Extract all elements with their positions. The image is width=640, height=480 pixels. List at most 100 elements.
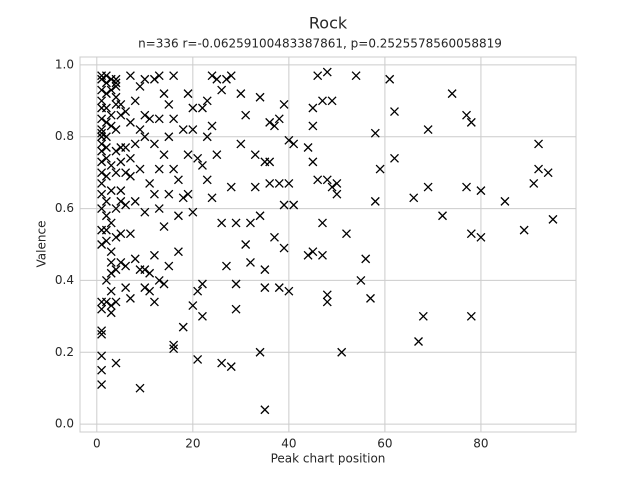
marker	[313, 71, 323, 81]
marker	[303, 250, 313, 260]
marker	[97, 139, 107, 149]
marker	[106, 85, 116, 95]
marker	[116, 157, 126, 167]
marker	[145, 286, 155, 296]
marker	[366, 293, 375, 303]
marker	[548, 214, 558, 224]
marker	[327, 182, 337, 192]
marker	[207, 121, 217, 131]
marker	[476, 186, 486, 196]
marker	[149, 189, 159, 199]
marker	[97, 168, 107, 178]
marker	[140, 74, 150, 84]
marker	[149, 139, 159, 149]
marker	[466, 311, 476, 321]
x-tick-label: 0	[93, 437, 101, 451]
marker	[193, 354, 203, 364]
marker	[101, 236, 111, 246]
marker	[106, 308, 116, 318]
y-tick-label: 0.2	[55, 345, 74, 359]
marker	[322, 175, 332, 185]
marker	[154, 204, 164, 214]
marker	[106, 286, 116, 296]
marker	[370, 196, 380, 206]
marker	[97, 365, 107, 375]
marker	[154, 164, 164, 174]
marker	[183, 189, 193, 199]
marker	[221, 74, 231, 84]
marker	[289, 139, 299, 149]
marker	[226, 362, 236, 372]
marker	[197, 103, 207, 113]
marker	[116, 99, 126, 109]
marker	[106, 268, 116, 278]
marker	[197, 161, 207, 170]
marker	[476, 232, 486, 242]
y-axis-label: Valence	[35, 221, 49, 268]
marker	[197, 311, 207, 321]
marker	[255, 92, 265, 102]
marker	[169, 340, 179, 350]
marker	[265, 117, 275, 127]
x-tick-label: 80	[473, 437, 488, 451]
marker	[97, 178, 107, 188]
marker	[106, 258, 116, 267]
marker	[322, 290, 332, 300]
marker	[236, 89, 246, 99]
marker	[390, 107, 399, 117]
marker	[284, 135, 294, 145]
marker	[140, 283, 150, 293]
marker	[154, 71, 164, 81]
y-tick-label: 0.8	[55, 129, 74, 143]
marker	[106, 161, 116, 170]
marker	[169, 164, 179, 174]
marker	[217, 218, 227, 228]
marker	[111, 74, 121, 84]
marker	[101, 89, 111, 99]
marker	[308, 247, 318, 257]
marker	[149, 250, 159, 260]
marker	[159, 279, 169, 289]
marker	[245, 218, 255, 228]
marker	[101, 275, 111, 285]
marker	[289, 200, 299, 210]
marker	[97, 125, 107, 135]
marker	[188, 125, 198, 135]
marker	[164, 189, 174, 199]
marker	[178, 322, 188, 332]
marker	[284, 178, 294, 188]
marker	[462, 110, 471, 120]
plot-frame	[79, 56, 577, 433]
marker	[423, 182, 433, 192]
marker	[250, 182, 260, 192]
marker	[236, 139, 246, 149]
marker	[97, 329, 107, 339]
x-axis-label: Peak chart position	[271, 452, 386, 466]
marker	[135, 164, 145, 174]
marker	[423, 125, 433, 135]
marker	[327, 96, 337, 106]
marker	[135, 81, 145, 91]
marker	[274, 178, 284, 188]
marker	[361, 254, 371, 264]
marker	[101, 117, 111, 127]
marker	[183, 89, 193, 99]
marker	[529, 178, 539, 188]
marker	[260, 405, 270, 415]
marker	[241, 110, 251, 120]
marker	[226, 182, 236, 192]
marker	[101, 196, 111, 206]
marker	[178, 125, 188, 135]
marker	[125, 171, 135, 181]
marker	[212, 150, 222, 160]
marker	[173, 247, 183, 257]
marker	[250, 150, 260, 160]
marker	[370, 128, 380, 138]
marker	[111, 78, 121, 88]
marker	[97, 240, 107, 249]
marker	[231, 304, 241, 314]
marker	[183, 150, 193, 160]
marker	[111, 265, 121, 275]
marker	[97, 85, 107, 95]
